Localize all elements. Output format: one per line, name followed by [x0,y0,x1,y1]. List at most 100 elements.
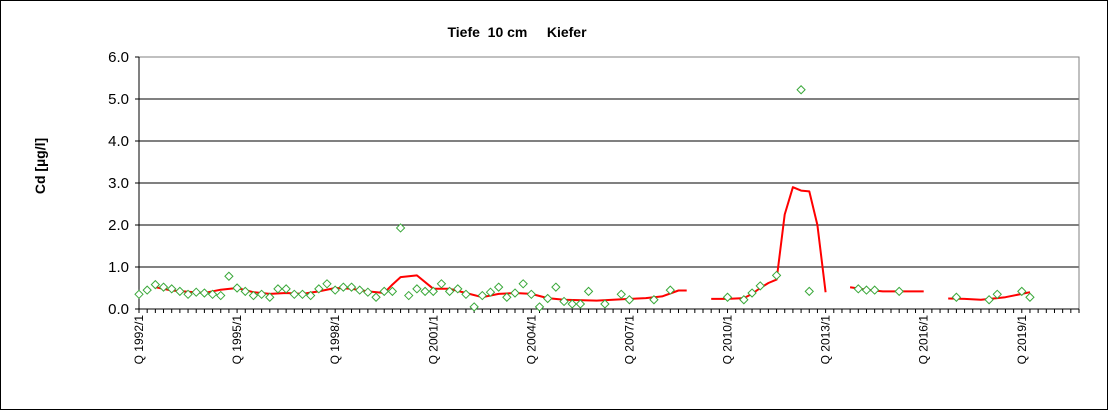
data-point [289,289,300,300]
data-point [575,299,586,309]
data-point [305,290,316,301]
data-point [469,302,479,312]
data-point [420,286,430,297]
x-tick-label: Q 2013/1 [819,315,833,365]
data-point [567,299,577,309]
y-tick-label: 6.0 [108,49,129,66]
data-point [755,281,765,291]
x-tick-label: Q 2016/1 [917,315,931,365]
data-point [371,292,381,302]
x-tick-label: Q 1995/1 [230,315,244,365]
data-point [804,286,814,297]
data-point [428,286,438,297]
gridlines [139,98,1079,268]
data-point [281,284,291,294]
y-tick-label: 0.0 [108,301,129,318]
data-point [739,295,749,305]
y-tick-label: 4.0 [108,133,129,150]
data-point [894,286,904,297]
data-point [771,270,782,281]
data-point [232,283,242,293]
data-point [534,302,545,312]
chart-title: Tiefe 10 cm Kiefer [447,24,587,40]
data-point [861,285,872,295]
data-point [150,279,161,290]
data-point [583,286,594,297]
data-point [248,290,259,301]
data-point [559,296,569,307]
x-tick-label: Q 2001/1 [426,315,440,365]
data-point [444,286,455,297]
data-point [265,292,275,302]
data-point [493,282,504,292]
y-tick-label: 3.0 [108,175,129,192]
x-tick-label: Q 2007/1 [622,315,636,365]
data-point [346,282,357,292]
data-point [330,285,340,295]
data-point [256,289,267,300]
x-tick-label: Q 1992/1 [132,315,146,365]
data-point [722,292,733,302]
data-point [616,289,626,300]
data-point [395,223,406,233]
x-tick-label: Q 1998/1 [328,315,342,365]
data-point [166,284,177,294]
data-point [199,288,210,298]
data-point [273,284,283,294]
data-point [338,282,349,292]
x-tick-label: Q 2010/1 [721,315,735,365]
data-point [461,289,471,300]
data-point [142,285,152,295]
axes: 0.0 1.0 2.0 3.0 4.0 5.0 6.0 Q 1992/1 Q 1995/1 Q 1… [108,49,1080,365]
data-point [796,85,806,95]
data-point [240,286,250,297]
data-point [477,290,488,301]
data-point [314,284,324,294]
data-point [216,290,226,301]
data-point [502,292,512,302]
data-point [510,288,520,298]
data-point [412,284,422,294]
y-tick-label: 5.0 [108,91,129,108]
y-tick-label: 2.0 [108,217,129,234]
data-point [134,289,144,300]
data-point [518,279,528,289]
data-point [1025,292,1035,302]
data-point [485,287,496,297]
data-point [600,299,610,309]
data-point [183,289,193,300]
data-point [297,289,308,300]
data-point [665,285,676,295]
x-tick-label: Q 2019/1 [1015,315,1029,365]
data-point [158,282,169,292]
data-point [436,279,447,289]
data-point [526,289,537,300]
line-segment [711,186,827,300]
data-points [134,85,1035,312]
data-point [363,287,373,297]
data-point [404,290,414,301]
data-point [354,285,365,295]
data-point [207,289,218,300]
x-tick-label: Q 2004/1 [524,315,538,365]
data-point [869,285,880,295]
data-point [551,282,561,292]
data-point [624,295,635,305]
data-point [191,287,201,297]
data-point [175,286,185,297]
data-point [322,279,332,289]
data-point [992,289,1002,300]
data-point [542,293,553,304]
data-point [387,286,398,297]
y-axis-label: Cd [µg/l] [32,138,48,194]
data-point [747,288,757,298]
y-tick-label: 1.0 [108,259,129,276]
data-point [379,286,389,297]
data-point [1017,286,1027,297]
data-point [224,271,234,281]
data-point [649,295,659,305]
data-point [453,284,463,294]
data-point [853,284,864,294]
